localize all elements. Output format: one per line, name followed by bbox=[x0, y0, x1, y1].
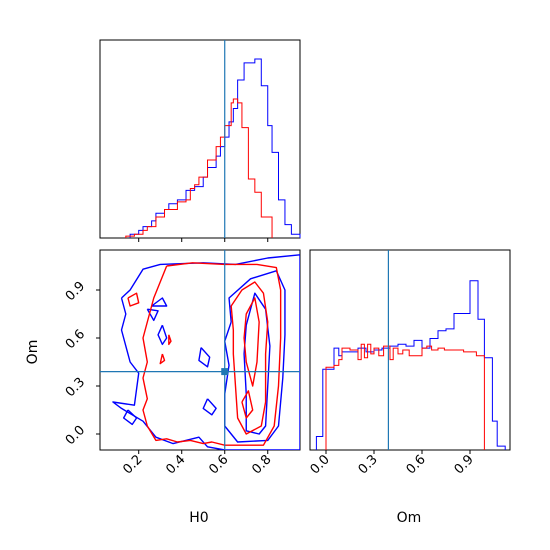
histogram-om-panel: 0.0 0.3 0.6 0.9 Om bbox=[308, 249, 511, 526]
histogram-series-blue bbox=[315, 280, 506, 450]
y-tick-label: 0.0 bbox=[63, 423, 88, 448]
y-tick-label: 0.3 bbox=[63, 375, 88, 400]
contour-line-blue bbox=[243, 292, 271, 435]
contour-line-red bbox=[127, 292, 140, 307]
x-tick-label: 0.0 bbox=[308, 452, 333, 477]
contour-line-red bbox=[241, 390, 254, 419]
contour-line-blue bbox=[112, 254, 300, 450]
truth-marker bbox=[221, 368, 229, 376]
x-tick-label: 0.3 bbox=[356, 452, 381, 477]
x-tick-label: 0.8 bbox=[249, 452, 274, 477]
contour-line-blue bbox=[146, 308, 159, 322]
y-tick-label: 0.9 bbox=[63, 279, 88, 304]
contour-line-red bbox=[243, 297, 260, 387]
histogram-series-blue bbox=[129, 58, 301, 238]
x-axis-label-om: Om bbox=[397, 510, 422, 526]
contour-line-red bbox=[142, 262, 282, 446]
histogram-series-red bbox=[125, 98, 273, 238]
contour-line-blue bbox=[157, 324, 168, 346]
histogram-om-frame bbox=[309, 249, 511, 451]
contour-line-red bbox=[168, 334, 172, 346]
y-tick-label: 0.6 bbox=[63, 327, 88, 352]
x-axis-label-h0: H0 bbox=[189, 510, 208, 526]
histogram-h0-panel bbox=[99, 39, 301, 242]
x-tick-label: 0.2 bbox=[120, 452, 145, 477]
contour-line-red bbox=[230, 281, 269, 435]
x-tick-label: 0.6 bbox=[404, 452, 429, 477]
contour-h0-om-panel: 0.2 0.4 0.6 0.8 0.0 0.3 0.6 0.9 H0 Om bbox=[25, 249, 301, 526]
contour-line-blue bbox=[198, 347, 211, 368]
contour-line-blue bbox=[202, 398, 217, 416]
x-tick-label: 0.6 bbox=[206, 452, 231, 477]
contour-line-blue bbox=[151, 297, 168, 307]
contour-line-blue bbox=[122, 409, 138, 426]
x-tick-label: 0.9 bbox=[452, 452, 477, 477]
contour-line-red bbox=[159, 353, 166, 365]
x-tick-label: 0.4 bbox=[163, 452, 188, 477]
y-axis-label-om: Om bbox=[25, 340, 41, 365]
histogram-h0-frame bbox=[99, 39, 301, 239]
histogram-series-red bbox=[325, 343, 485, 450]
